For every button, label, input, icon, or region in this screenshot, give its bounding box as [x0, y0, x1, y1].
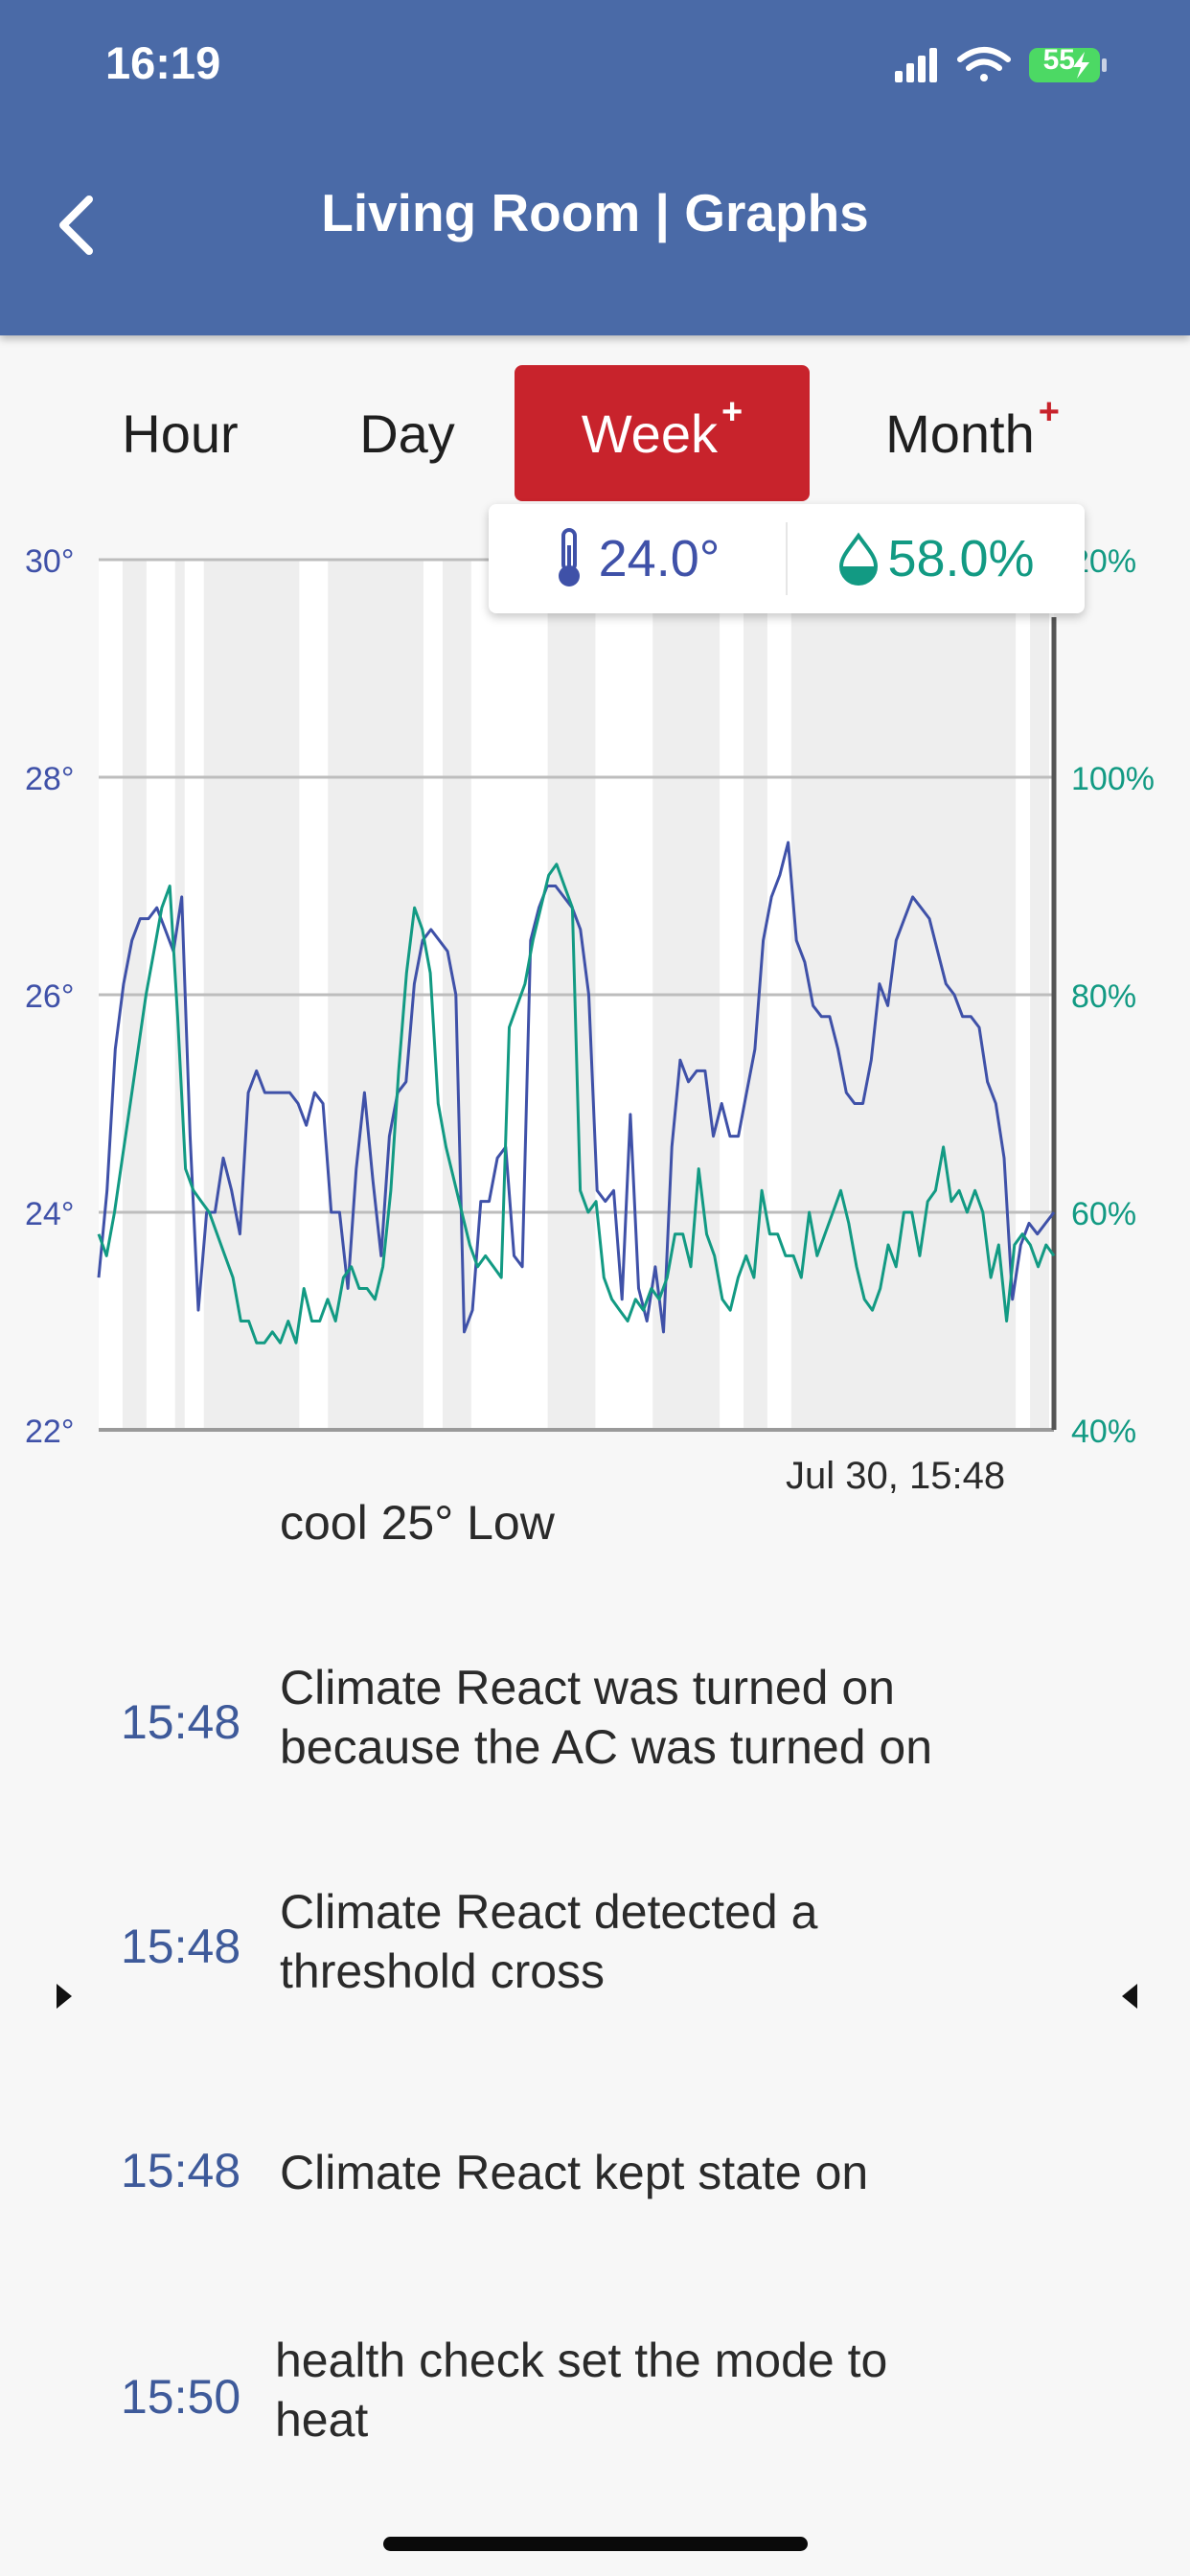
right-axis-tick-label: 80%: [1071, 978, 1136, 1015]
event-text: Climate React detected a threshold cross: [280, 1882, 1123, 2001]
premium-plus-icon: +: [721, 391, 744, 432]
signal-icon: [895, 48, 937, 82]
tooltip-temperature-value: 24.0°: [598, 530, 721, 587]
event-text-line: Climate React kept state on: [280, 2146, 869, 2199]
list-item[interactable]: 15:50 health check set the mode to heat: [0, 2331, 1190, 2447]
tooltip-humidity: 58.0%: [788, 520, 1085, 597]
scroll-right-arrow-icon[interactable]: [54, 1982, 75, 2011]
app-header: 16:19 55 Living Room | Graphs: [0, 0, 1190, 335]
event-text: Climate React kept state on: [280, 2143, 1123, 2202]
list-item-text: cool 25° Low: [280, 1496, 555, 1550]
temperature-series-line: [97, 840, 1056, 1334]
tooltip-divider: [786, 522, 788, 595]
tab-month[interactable]: Month +: [858, 365, 1087, 501]
status-time: 16:19: [105, 37, 221, 88]
tab-week[interactable]: Week +: [515, 365, 810, 501]
chart-tooltip: 24.0° 58.0%: [489, 504, 1085, 613]
event-time: 15:48: [121, 1920, 241, 1973]
tab-day-label: Day: [359, 402, 455, 464]
right-axis-tick-label: 40%: [1071, 1414, 1136, 1450]
event-time: 15:48: [121, 2144, 241, 2197]
list-item[interactable]: 15:48 Climate React detected a threshold…: [0, 1882, 1190, 1998]
event-text-line: Climate React was turned on: [280, 1661, 895, 1714]
event-text: Climate React was turned on because the …: [280, 1658, 1123, 1777]
left-axis-tick-label: 22°: [25, 1414, 74, 1450]
event-text-line: heat: [275, 2393, 369, 2447]
tab-month-label: Month: [885, 402, 1035, 464]
tab-day[interactable]: Day: [331, 365, 484, 501]
left-axis-tick-label: 26°: [25, 978, 74, 1015]
page-title: Living Room | Graphs: [321, 183, 869, 242]
battery-charging-icon: [1029, 48, 1107, 82]
home-indicator: [383, 2537, 808, 2551]
chart-date-label: Jul 30, 15:48: [786, 1455, 1006, 1497]
right-axis-tick-label: 100%: [1071, 761, 1155, 797]
event-text-line: Climate React detected a: [280, 1885, 818, 1939]
battery-level: 55: [1042, 44, 1075, 76]
thermometer-icon: [558, 528, 580, 586]
event-text-line: because the AC was turned on: [280, 1720, 933, 1774]
list-item[interactable]: 15:48 Climate React was turned on becaus…: [0, 1658, 1190, 1774]
humidity-series-line: [97, 862, 1056, 1345]
back-button[interactable]: [46, 182, 113, 268]
tab-week-label: Week: [581, 402, 718, 464]
tab-hour[interactable]: Hour: [94, 365, 266, 501]
right-axis-tick-label: 60%: [1071, 1196, 1136, 1232]
list-item[interactable]: 15:48 Climate React kept state on: [0, 2139, 1190, 2206]
event-time: 15:50: [121, 2370, 241, 2424]
status-icons: [895, 47, 1107, 82]
event-time: 15:48: [121, 1695, 241, 1749]
left-axis-tick-label: 30°: [25, 543, 74, 580]
event-text-line: health check set the mode to: [275, 2334, 888, 2387]
event-text: health check set the mode to heat: [275, 2331, 1118, 2450]
premium-plus-icon: +: [1038, 391, 1060, 432]
tooltip-temperature: 24.0°: [489, 520, 786, 597]
droplet-icon: [839, 532, 879, 586]
climate-chart[interactable]: 30° 20%28° 100%26° 80%24° 60%22° 40%: [0, 498, 1190, 1457]
list-item-clipped: cool 25° Low: [0, 1476, 1190, 1552]
chevron-left-icon: [59, 196, 93, 255]
tab-hour-label: Hour: [122, 402, 239, 464]
tooltip-humidity-value: 58.0%: [887, 530, 1035, 587]
left-axis-tick-label: 28°: [25, 761, 74, 797]
left-axis-tick-label: 24°: [25, 1196, 74, 1232]
event-text-line: threshold cross: [280, 1944, 606, 1998]
scroll-left-arrow-icon[interactable]: [1119, 1982, 1140, 2011]
wifi-icon: [957, 47, 1011, 81]
